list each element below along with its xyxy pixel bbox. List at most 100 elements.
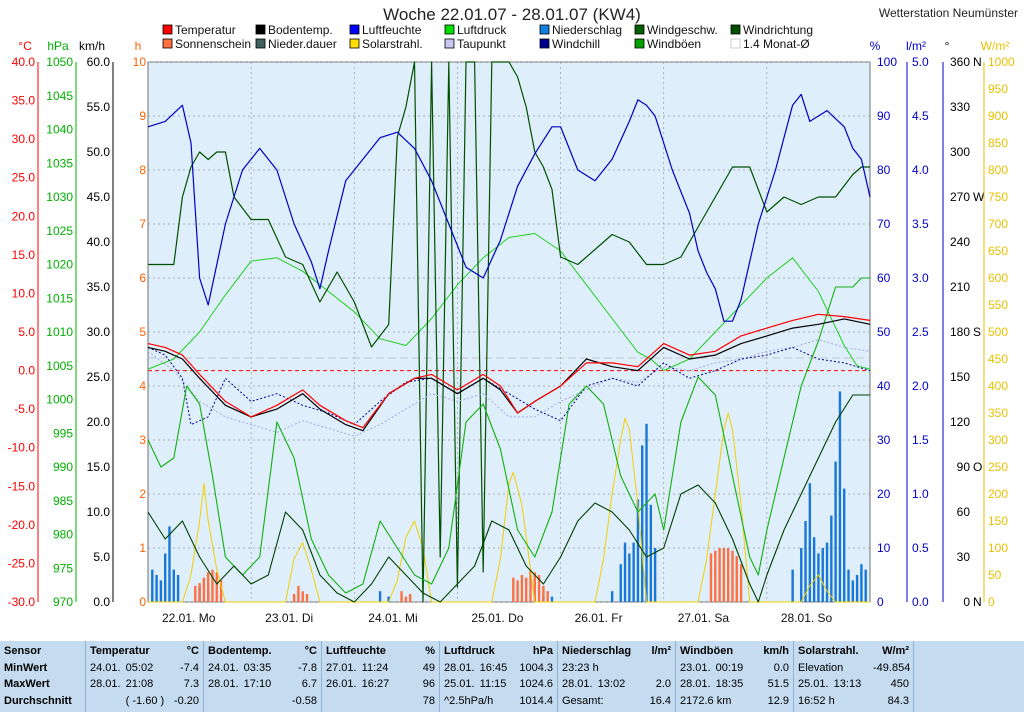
bar-sunshine bbox=[211, 569, 214, 602]
bar-precipitation bbox=[168, 526, 171, 602]
bar-precipitation bbox=[641, 445, 644, 602]
stats-date: ^2.5hPa/h bbox=[444, 694, 494, 707]
stats-time: 16:27 bbox=[361, 678, 390, 690]
stats-value: -7.8 bbox=[298, 661, 317, 674]
bar-precipitation bbox=[645, 423, 648, 602]
tick-hours: 8 bbox=[139, 163, 146, 177]
stats-row: 23.01. 00:19 0.0 bbox=[680, 660, 789, 677]
legend-label: Taupunkt bbox=[457, 37, 506, 51]
left-axes: -30.0-25.0-20.0-15.0-10.0-5.00.05.010.01… bbox=[8, 55, 147, 609]
stats-value: 6.7 bbox=[301, 678, 317, 690]
stats-date: 25.01. bbox=[798, 678, 829, 690]
stats-value: 1024.6 bbox=[519, 678, 553, 690]
tick-wind: 40.0 bbox=[87, 235, 111, 249]
bar-precipitation bbox=[791, 569, 794, 602]
tick-humidity: 20 bbox=[877, 487, 891, 501]
stats-value: 96 bbox=[422, 678, 435, 690]
axis-unit-wind: km/h bbox=[79, 39, 105, 53]
bar-sunshine bbox=[408, 593, 412, 602]
tick-solar: 950 bbox=[988, 82, 1008, 96]
bar-sunshine bbox=[722, 548, 726, 602]
stats-time: 13:13 bbox=[833, 678, 862, 690]
stats-row: 27.01. 11:24 49 bbox=[326, 660, 435, 677]
tick-compass: W bbox=[973, 190, 985, 204]
tick-solar: 800 bbox=[988, 163, 1008, 177]
stats-unit: km/h bbox=[763, 645, 789, 657]
station-name: Wetterstation Neumünster bbox=[879, 6, 1018, 20]
bar-sunshine bbox=[202, 577, 206, 602]
legend-label: Luftdruck bbox=[457, 23, 507, 37]
tick-solar: 650 bbox=[988, 244, 1008, 258]
axis-unit-temp: °C bbox=[18, 39, 32, 53]
tick-precip: 5.0 bbox=[912, 55, 929, 69]
tick-compass: O bbox=[973, 460, 982, 474]
stats-value: 84.3 bbox=[887, 694, 909, 707]
bar-sunshine bbox=[516, 580, 519, 602]
stats-value: 49 bbox=[422, 661, 435, 674]
tick-solar: 50 bbox=[988, 568, 1002, 582]
x-axis: 22.01. Mo 23.01. Di 24.01. Mi 25.01. Do 26.0… bbox=[162, 611, 833, 625]
stats-time bbox=[716, 693, 755, 710]
stats-value: 7.3 bbox=[183, 678, 199, 690]
tick-solar: 200 bbox=[988, 487, 1008, 501]
tick-direction: 210 bbox=[950, 280, 970, 294]
bar-precipitation bbox=[847, 569, 850, 602]
axis-unit-humidity: % bbox=[870, 39, 881, 53]
stats-header: Luftfeuchte bbox=[326, 645, 386, 657]
weather-chart: Woche 22.01.07 - 28.01.07 (KW4) Wetterst… bbox=[7, 5, 1019, 625]
bar-sunshine bbox=[404, 596, 408, 602]
stats-time bbox=[834, 693, 873, 710]
tick-direction: 270 bbox=[950, 190, 970, 204]
stats-time bbox=[598, 693, 637, 710]
legend-swatch bbox=[634, 38, 645, 49]
stats-time: 03:35 bbox=[243, 661, 272, 674]
tick-pressure: 1045 bbox=[46, 89, 73, 103]
stats-date bbox=[90, 693, 126, 710]
bar-sunshine bbox=[731, 550, 734, 602]
axis-unit-solar: W/m² bbox=[981, 39, 1010, 53]
stats-label: Durchschnitt bbox=[4, 694, 72, 707]
stats-time bbox=[598, 660, 637, 677]
legend-label: Solarstrahl. bbox=[362, 37, 423, 51]
tick-humidity: 50 bbox=[877, 325, 891, 339]
tick-compass: N bbox=[973, 55, 982, 69]
bar-sunshine bbox=[206, 572, 210, 602]
stats-row: 28.01. 21:08 7.3 bbox=[90, 676, 199, 693]
bar-sunshine bbox=[305, 593, 309, 602]
stats-value: -7.4 bbox=[180, 661, 199, 674]
bar-precipitation bbox=[155, 575, 158, 602]
tick-hours: 2 bbox=[139, 487, 146, 501]
bar-sunshine bbox=[718, 548, 721, 602]
tick-temp: -25.0 bbox=[8, 556, 36, 570]
stats-value bbox=[637, 660, 671, 677]
stats-unit: °C bbox=[304, 645, 317, 657]
legend-swatch bbox=[349, 38, 360, 49]
stats-time: 05:02 bbox=[125, 661, 154, 674]
stats-row: 28.01. 13:02 2.0 bbox=[562, 676, 671, 693]
stats-column: Niederschlag l/m² 23:23 h 28.01. 13:02 2.0 Ges… bbox=[558, 641, 676, 712]
tick-pressure: 1030 bbox=[46, 190, 73, 204]
tick-precip: 0.5 bbox=[912, 541, 929, 555]
tick-pressure: 1015 bbox=[46, 291, 73, 305]
bar-precipitation bbox=[163, 553, 167, 602]
stats-value: 16.4 bbox=[649, 694, 671, 707]
tick-precip: 1.0 bbox=[912, 487, 929, 501]
legend-swatch bbox=[634, 24, 645, 35]
stats-row: 2172.6 km 12.9 bbox=[680, 693, 789, 710]
stats-header-row: Sensor bbox=[4, 643, 81, 660]
legend-swatch bbox=[349, 24, 360, 35]
stats-row: ^2.5hPa/h 1014.4 bbox=[444, 693, 553, 710]
legend: Temperatur Bodentemp. Luftfeuchte Luftdruck… bbox=[162, 23, 813, 51]
legend-swatch bbox=[539, 24, 550, 35]
bar-sunshine bbox=[198, 583, 201, 602]
legend-label: 1.4 Monat-Ø bbox=[743, 37, 810, 51]
stats-date: 27.01. bbox=[326, 661, 357, 674]
tick-solar: 850 bbox=[988, 136, 1008, 150]
tick-hours: 9 bbox=[139, 109, 146, 123]
tick-humidity: 30 bbox=[877, 433, 891, 447]
bar-sunshine bbox=[546, 591, 549, 602]
x-tick-label: 27.01. Sa bbox=[678, 611, 730, 625]
bar-precipitation bbox=[800, 548, 803, 602]
x-tick-label: 23.01. Di bbox=[265, 611, 313, 625]
stats-row: MaxWert bbox=[4, 676, 81, 693]
